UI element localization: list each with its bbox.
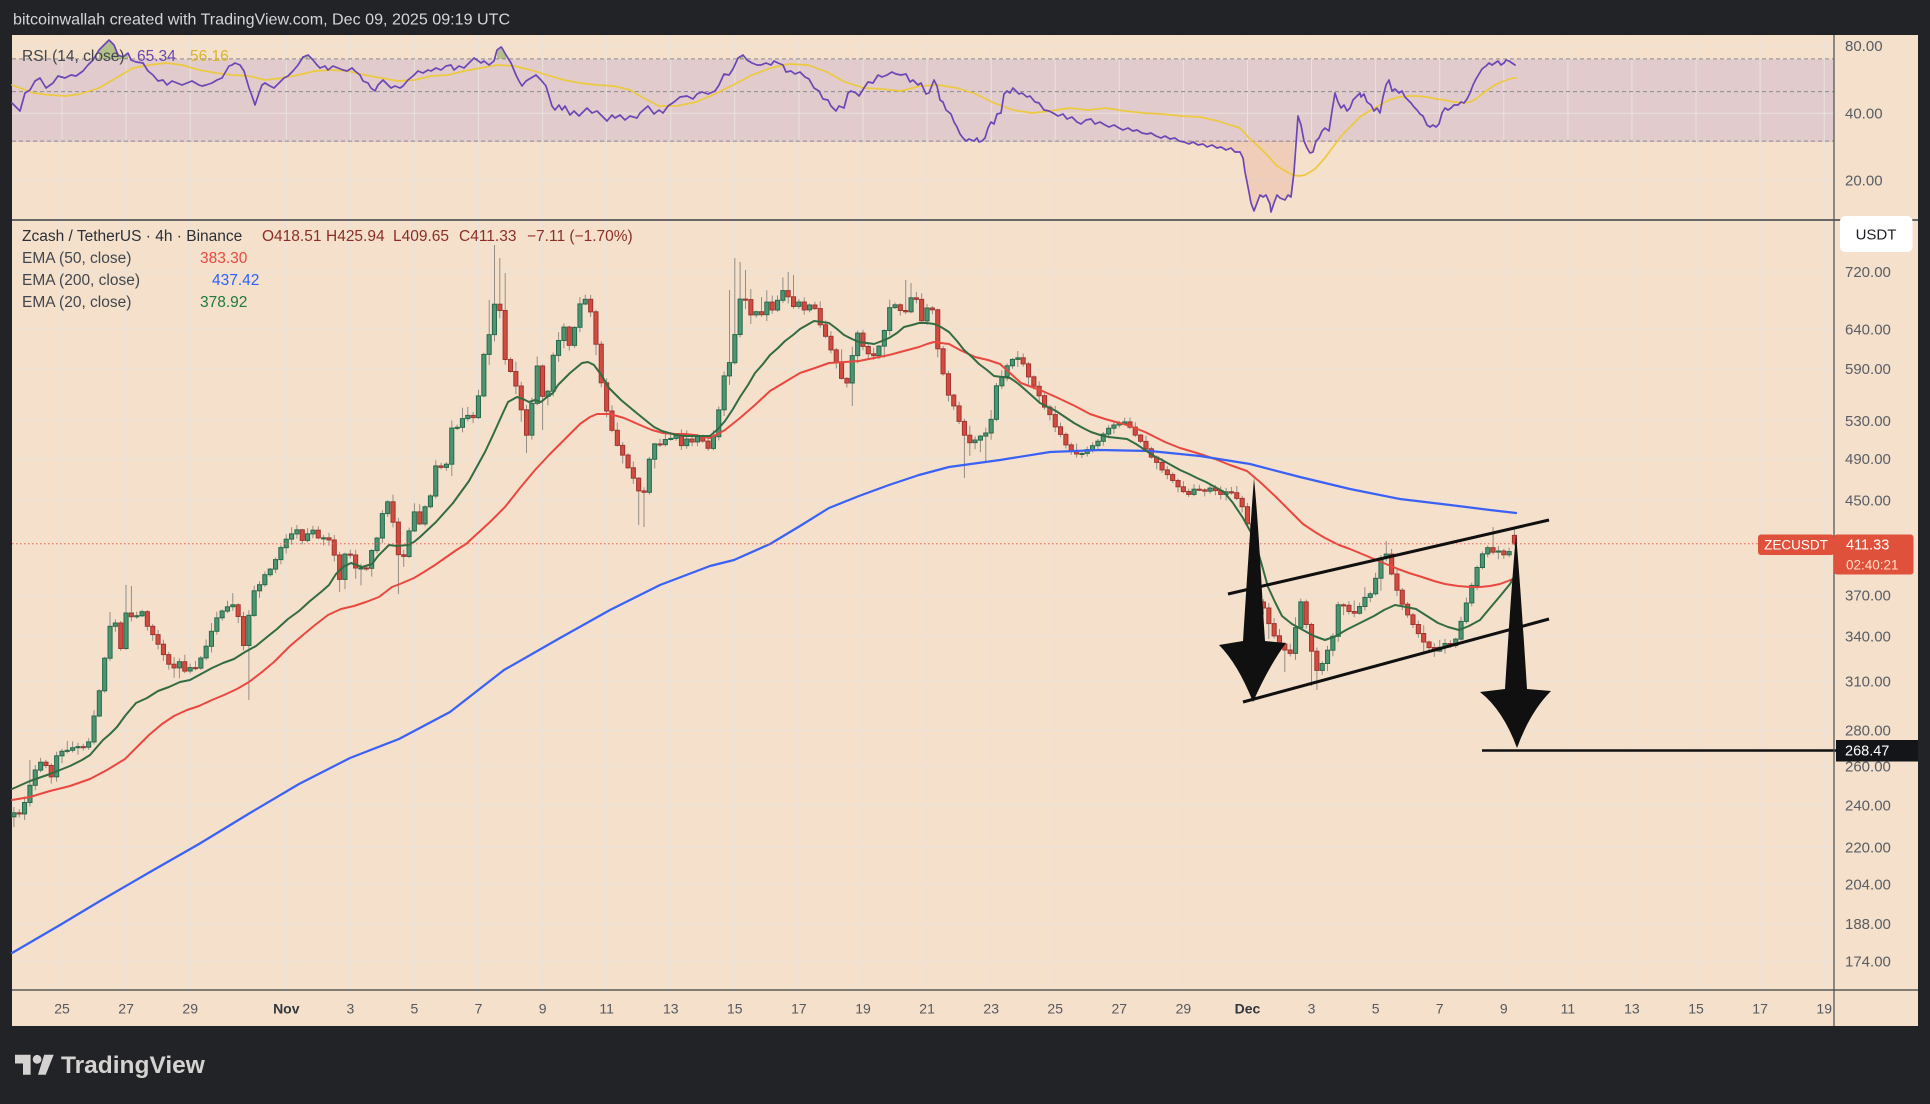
svg-text:EMA (200, close): EMA (200, close) (22, 272, 140, 289)
svg-text:19: 19 (1816, 1001, 1832, 1017)
svg-text:530.00: 530.00 (1845, 413, 1891, 430)
svg-text:220.00: 220.00 (1845, 840, 1891, 857)
svg-text:bitcoinwallah created with Tra: bitcoinwallah created with TradingView.c… (13, 11, 510, 29)
svg-text:450.00: 450.00 (1845, 492, 1891, 509)
svg-text:260.00: 260.00 (1845, 759, 1891, 776)
svg-text:383.30: 383.30 (200, 250, 248, 267)
svg-text:15: 15 (1688, 1001, 1704, 1017)
svg-text:5: 5 (1372, 1001, 1380, 1017)
svg-text:80.00: 80.00 (1845, 38, 1883, 55)
svg-text:3: 3 (347, 1001, 355, 1017)
svg-text:340.00: 340.00 (1845, 628, 1891, 645)
svg-text:H425.94: H425.94 (326, 228, 385, 245)
svg-text:USDT: USDT (1856, 227, 1897, 244)
svg-text:720.00: 720.00 (1845, 264, 1891, 281)
svg-text:25: 25 (1047, 1001, 1063, 1017)
svg-text:27: 27 (1112, 1001, 1128, 1017)
svg-text:TradingView: TradingView (61, 1052, 206, 1079)
svg-text:20.00: 20.00 (1845, 173, 1883, 190)
svg-text:13: 13 (663, 1001, 679, 1017)
svg-text:L409.65: L409.65 (393, 228, 449, 245)
svg-text:15: 15 (727, 1001, 743, 1017)
svg-text:411.33: 411.33 (1846, 538, 1889, 554)
svg-text:9: 9 (1500, 1001, 1508, 1017)
svg-text:21: 21 (919, 1001, 935, 1017)
svg-text:310.00: 310.00 (1845, 673, 1891, 690)
svg-text:240.00: 240.00 (1845, 798, 1891, 815)
svg-text:Dec: Dec (1235, 1001, 1261, 1017)
svg-text:7: 7 (475, 1001, 483, 1017)
svg-text:C411.33: C411.33 (459, 228, 516, 245)
svg-text:9: 9 (539, 1001, 547, 1017)
svg-text:188.00: 188.00 (1845, 916, 1891, 933)
svg-text:ZECUSDT: ZECUSDT (1764, 538, 1828, 553)
svg-text:7: 7 (1436, 1001, 1444, 1017)
svg-text:56.16: 56.16 (190, 48, 229, 65)
svg-text:5: 5 (411, 1001, 419, 1017)
svg-text:3: 3 (1308, 1001, 1316, 1017)
svg-text:174.00: 174.00 (1845, 954, 1891, 971)
svg-text:378.92: 378.92 (200, 294, 247, 311)
svg-text:27: 27 (118, 1001, 134, 1017)
svg-text:65.34: 65.34 (137, 48, 176, 65)
svg-text:11: 11 (1561, 1001, 1576, 1017)
svg-text:280.00: 280.00 (1845, 723, 1891, 740)
svg-text:O418.51: O418.51 (262, 228, 321, 245)
svg-text:40.00: 40.00 (1845, 105, 1883, 122)
svg-text:25: 25 (54, 1001, 70, 1017)
svg-text:Zcash / TetherUS · 4h · Binanc: Zcash / TetherUS · 4h · Binance (22, 228, 242, 245)
svg-text:EMA (50, close): EMA (50, close) (22, 250, 131, 267)
svg-text:23: 23 (983, 1001, 999, 1017)
svg-text:29: 29 (182, 1001, 198, 1017)
svg-text:29: 29 (1176, 1001, 1192, 1017)
svg-text:13: 13 (1624, 1001, 1640, 1017)
svg-text:204.00: 204.00 (1845, 876, 1891, 893)
svg-text:590.00: 590.00 (1845, 361, 1891, 378)
svg-text:370.00: 370.00 (1845, 587, 1891, 604)
svg-text:640.00: 640.00 (1845, 321, 1891, 338)
svg-text:19: 19 (855, 1001, 871, 1017)
svg-text:RSI (14, close): RSI (14, close) (22, 48, 125, 65)
svg-text:437.42: 437.42 (212, 272, 259, 289)
svg-text:11: 11 (599, 1001, 614, 1017)
svg-text:−7.11 (−1.70%): −7.11 (−1.70%) (527, 228, 633, 245)
svg-text:EMA (20, close): EMA (20, close) (22, 294, 131, 311)
svg-text:490.00: 490.00 (1845, 451, 1891, 468)
svg-text:02:40:21: 02:40:21 (1846, 558, 1899, 573)
svg-text:17: 17 (1752, 1001, 1768, 1017)
svg-text:17: 17 (791, 1001, 807, 1017)
svg-text:268.47: 268.47 (1845, 744, 1889, 760)
svg-text:Nov: Nov (273, 1001, 300, 1017)
